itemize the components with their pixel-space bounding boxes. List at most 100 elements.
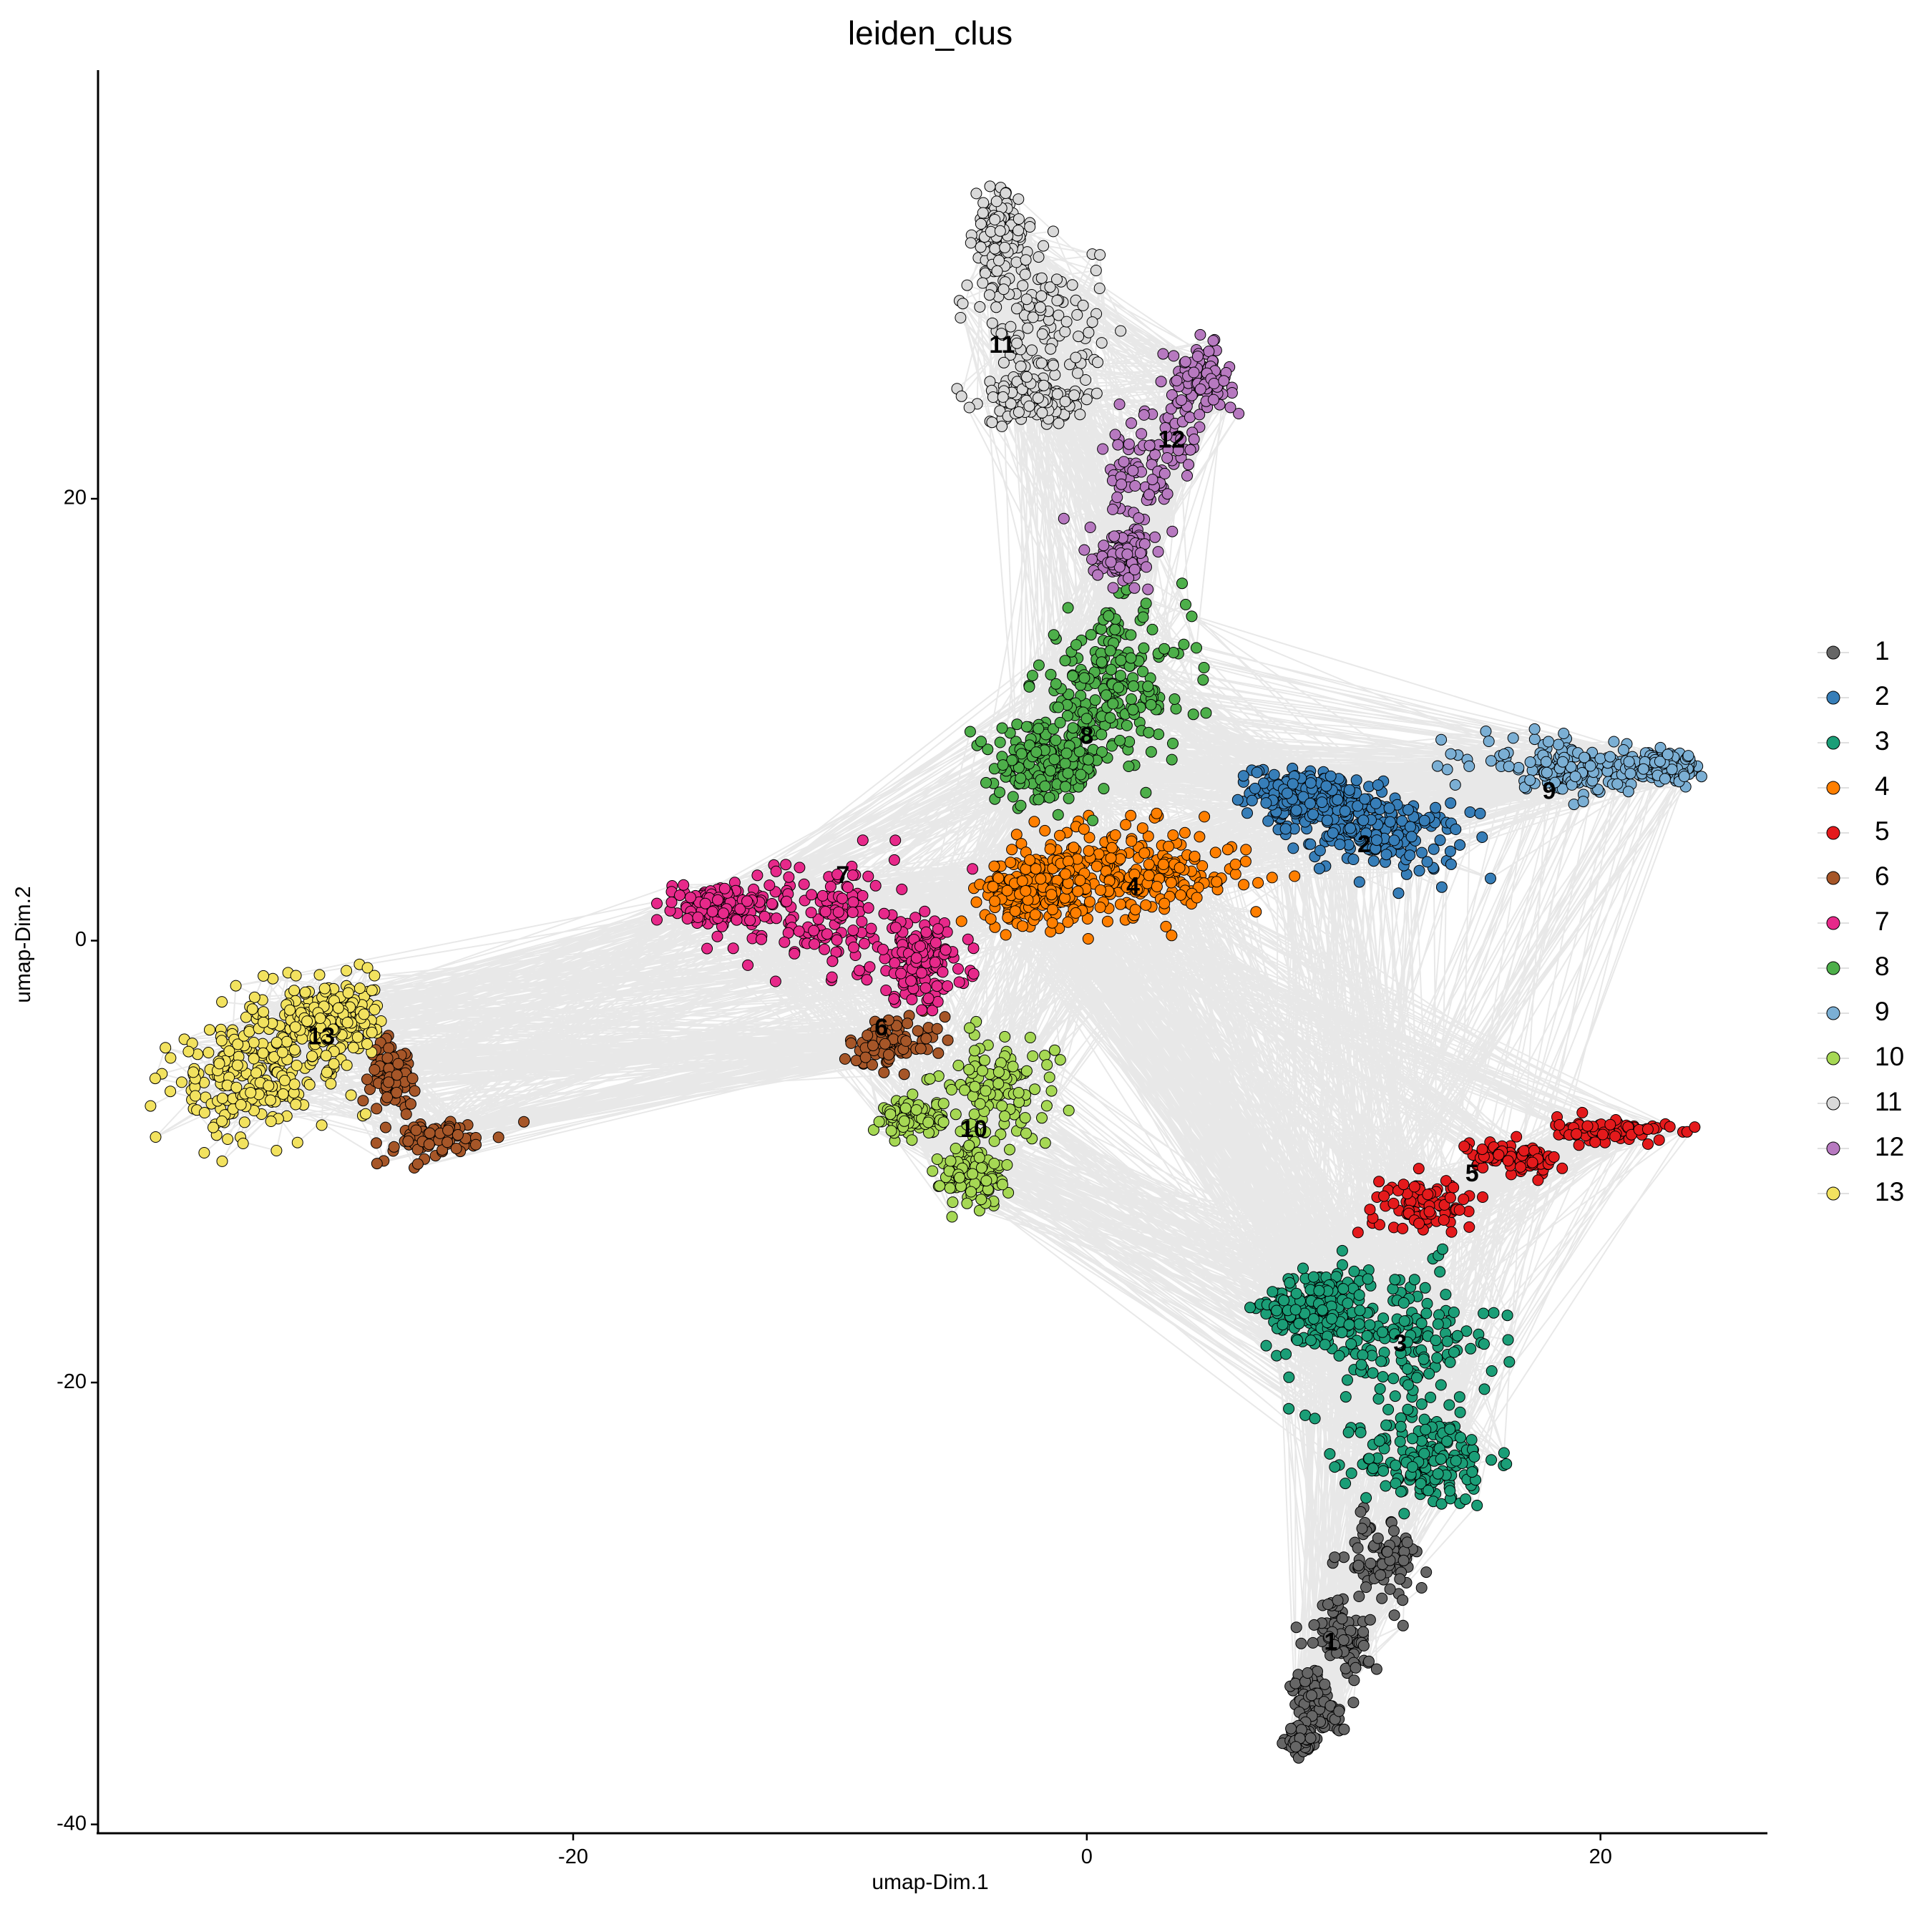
scatter-point (1116, 478, 1128, 490)
scatter-point (1136, 428, 1148, 440)
scatter-point (1036, 328, 1048, 340)
legend-swatch (1826, 1186, 1840, 1201)
scatter-point (1422, 1189, 1434, 1201)
scatter-point (1364, 1319, 1376, 1331)
scatter-point (922, 992, 935, 1005)
scatter-point (1398, 1315, 1410, 1327)
scatter-point (937, 1116, 950, 1128)
scatter-point (1528, 733, 1541, 746)
scatter-point (980, 776, 992, 789)
scatter-point (1357, 814, 1370, 826)
scatter-point (1251, 766, 1263, 779)
scatter-point (381, 1052, 394, 1064)
scatter-point (906, 1134, 918, 1146)
scatter-point (1070, 907, 1082, 919)
scatter-point (1463, 1221, 1475, 1233)
scatter-point (198, 1147, 210, 1158)
scatter-point (1277, 1319, 1289, 1331)
scatter-point (1043, 791, 1055, 804)
scatter-point (878, 907, 890, 919)
scatter-point (371, 1103, 383, 1115)
scatter-point (1353, 1289, 1365, 1301)
scatter-point (1415, 1317, 1428, 1330)
scatter-point (1189, 850, 1201, 862)
scatter-point (1054, 829, 1065, 841)
legend-item-5: 5 (1818, 816, 1890, 846)
scatter-point (1035, 272, 1048, 284)
scatter-point (1377, 1312, 1390, 1324)
scatter-point (1689, 1121, 1701, 1133)
scatter-point (824, 881, 836, 892)
scatter-point (238, 1116, 250, 1128)
scatter-point (1395, 1420, 1407, 1433)
scatter-point (1121, 719, 1133, 731)
scatter-point (651, 897, 663, 909)
scatter-point (1125, 652, 1137, 664)
cluster-label-8: 8 (1080, 722, 1093, 749)
scatter-point (1307, 809, 1319, 821)
legend-label: 10 (1875, 1042, 1904, 1071)
scatter-point (1034, 301, 1046, 313)
scatter-point (366, 1026, 378, 1038)
scatter-point (1381, 1546, 1393, 1558)
scatter-point (276, 1046, 288, 1058)
scatter-point (1435, 733, 1448, 746)
scatter-point (898, 1115, 910, 1127)
scatter-point (1448, 1307, 1460, 1318)
scatter-point (1033, 251, 1045, 263)
scatter-point (819, 943, 831, 955)
scatter-point (223, 1045, 235, 1057)
scatter-point (1068, 841, 1080, 854)
scatter-point (1126, 417, 1137, 429)
scatter-point (1026, 670, 1038, 682)
scatter-point (895, 967, 907, 980)
scatter-point (270, 1036, 283, 1048)
scatter-point (1326, 1313, 1338, 1324)
scatter-point (1420, 1566, 1433, 1579)
scatter-point (1161, 452, 1174, 464)
scatter-point (1354, 1304, 1366, 1317)
scatter-point (1218, 375, 1230, 387)
scatter-point (769, 975, 781, 987)
scatter-point (1343, 784, 1355, 796)
scatter-point (1157, 859, 1169, 870)
scatter-point (856, 915, 868, 927)
scatter-point (1051, 273, 1063, 286)
scatter-point (1250, 906, 1262, 918)
scatter-point (1267, 1286, 1279, 1298)
scatter-point (1022, 322, 1034, 334)
scatter-point (1070, 351, 1082, 364)
scatter-point (1342, 1426, 1355, 1438)
scatter-point (1087, 814, 1098, 826)
scatter-point (1142, 680, 1154, 693)
scatter-point (1463, 760, 1475, 772)
legend-item-13: 13 (1818, 1177, 1904, 1206)
scatter-point (1019, 268, 1031, 280)
scatter-point (1143, 858, 1155, 870)
scatter-point (1371, 834, 1382, 847)
scatter-point (1498, 748, 1510, 760)
scatter-point (974, 1098, 986, 1110)
scatter-point (1114, 734, 1126, 746)
scatter-point (1388, 1609, 1400, 1621)
scatter-point (681, 913, 693, 924)
legend-item-2: 2 (1818, 681, 1890, 711)
scatter-point (1271, 1304, 1283, 1317)
scatter-point (996, 722, 1008, 734)
scatter-point (1209, 847, 1221, 859)
scatter-point (1062, 767, 1074, 779)
scatter-point (1020, 721, 1033, 733)
scatter-point (832, 906, 844, 918)
scatter-point (920, 1033, 932, 1045)
cluster-1-points (1277, 1502, 1433, 1764)
y-axis-ticks: 200-20-40 (57, 487, 98, 1835)
y-tick-label: 20 (64, 487, 87, 509)
scatter-point (1342, 1297, 1354, 1309)
scatter-point (245, 1087, 257, 1098)
scatter-point (1419, 1282, 1431, 1294)
scatter-point (1438, 1214, 1450, 1226)
scatter-point (1397, 1222, 1409, 1234)
scatter-point (1105, 852, 1117, 864)
scatter-point (1207, 335, 1219, 347)
legend-swatch (1826, 826, 1840, 840)
